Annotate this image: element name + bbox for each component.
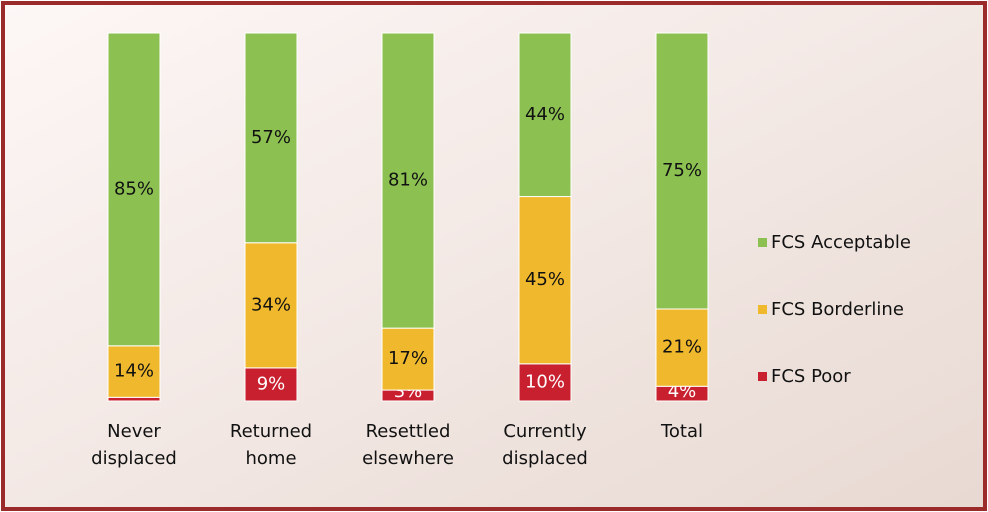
legend-swatch xyxy=(758,238,767,247)
legend-swatch xyxy=(758,372,767,381)
legend-label: FCS Acceptable xyxy=(771,232,911,253)
value-label: 9% xyxy=(257,373,286,394)
value-label: 14% xyxy=(114,361,154,382)
bar-segment xyxy=(518,32,572,198)
bar-segment xyxy=(655,308,709,387)
legend-label: FCS Poor xyxy=(771,366,851,387)
value-label: 17% xyxy=(388,348,428,369)
x-tick-label: Returned home xyxy=(230,421,312,469)
value-label: 57% xyxy=(251,127,291,148)
bar-segment xyxy=(381,327,435,391)
value-label: 34% xyxy=(251,294,291,315)
x-tick-label: Currently displaced xyxy=(502,421,588,469)
x-tick-label: Never displaced xyxy=(91,421,177,469)
value-label: 75% xyxy=(662,160,702,181)
value-label: 45% xyxy=(525,269,565,290)
x-tick-label: Resettled elsewhere xyxy=(362,421,454,469)
bar-segment xyxy=(244,32,298,244)
value-label: 81% xyxy=(388,170,428,191)
bar-segment xyxy=(381,32,435,329)
value-label: 85% xyxy=(114,178,154,199)
bar-segment xyxy=(518,363,572,402)
bar-segment xyxy=(107,32,161,347)
bar-segment xyxy=(244,242,298,369)
x-tick-label: Total xyxy=(660,421,703,442)
value-label: 44% xyxy=(525,104,565,125)
value-label: 21% xyxy=(662,337,702,358)
value-label: 10% xyxy=(525,371,565,392)
bar-segment xyxy=(518,196,572,365)
bar-segment xyxy=(655,32,709,310)
legend-label: FCS Borderline xyxy=(771,299,904,320)
bar-segment xyxy=(244,367,298,402)
legend-swatch xyxy=(758,305,767,314)
bar-segment xyxy=(107,345,161,398)
